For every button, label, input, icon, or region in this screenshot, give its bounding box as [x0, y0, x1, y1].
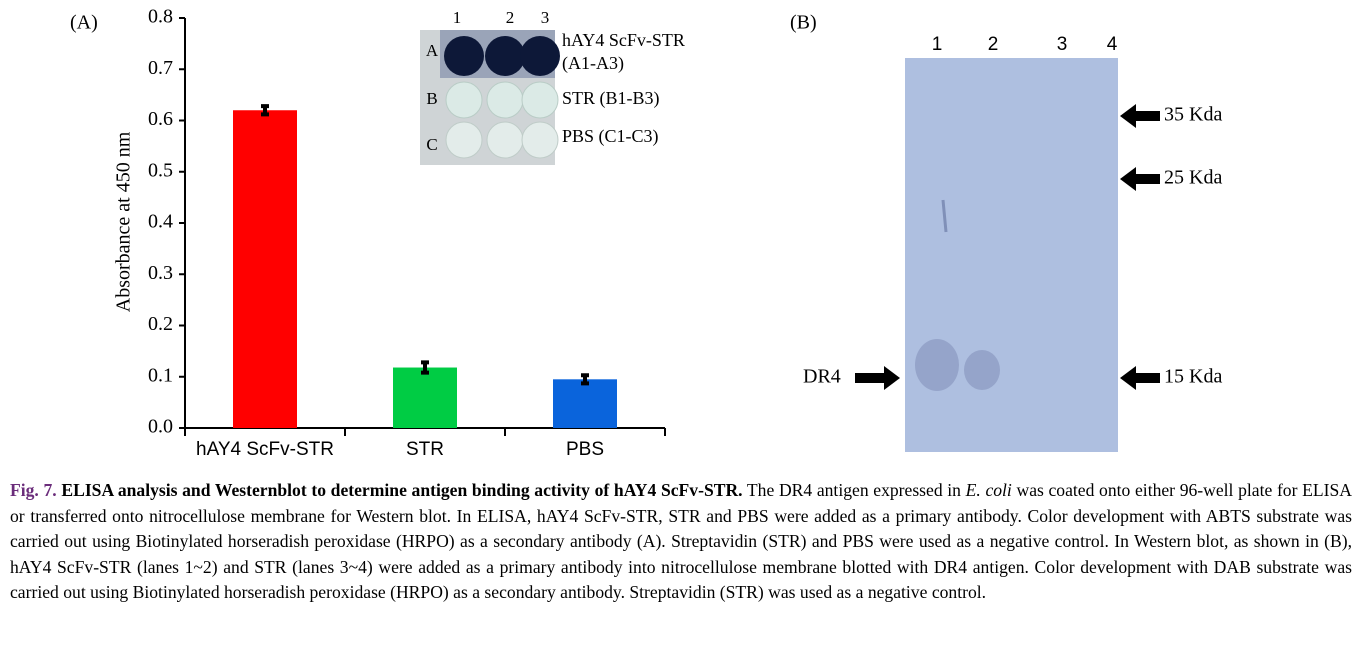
- well-column: 1: [453, 8, 462, 27]
- arrows: [855, 104, 1160, 390]
- lane-label: 3: [1057, 34, 1068, 55]
- well-row: A: [426, 41, 439, 60]
- y-tick-label: 0.5: [148, 159, 173, 181]
- figure: (A) Absorbance at 450 nm 1 2 3 A B C hAY…: [70, 6, 1222, 460]
- well-column: 3: [541, 8, 550, 27]
- panel-label: (A): [70, 12, 98, 34]
- lane-label: 1: [932, 34, 943, 55]
- lane-label: 2: [988, 34, 999, 55]
- streak: [941, 199, 948, 233]
- well-row: C: [426, 135, 437, 154]
- band-label: DR4: [803, 366, 841, 388]
- caption-label: Fig. 7.: [10, 480, 57, 500]
- y-tick-label: 0.7: [148, 57, 173, 79]
- inset-label: (A1-A3): [562, 53, 624, 74]
- caption-italic: E. coli: [965, 480, 1012, 500]
- band: [964, 350, 1000, 390]
- y-tick-label: 0.8: [148, 6, 173, 28]
- y-tick-label: 0.6: [148, 108, 173, 130]
- caption-text: The DR4 antigen expressed in: [742, 480, 966, 500]
- lane-label: 4: [1107, 34, 1118, 55]
- panel-label: (B): [790, 12, 817, 34]
- inset-label: PBS (C1-C3): [562, 126, 659, 147]
- bar: [553, 379, 617, 428]
- marker-label: 15 Kda: [1164, 366, 1222, 388]
- well-row: B: [426, 89, 437, 108]
- x-tick-label: PBS: [566, 439, 604, 460]
- x-tick-label: hAY4 ScFv-STR: [196, 439, 334, 460]
- marker-label: 25 Kda: [1164, 167, 1222, 189]
- inset-photo: [420, 30, 560, 165]
- inset-label: hAY4 ScFv-STR: [562, 30, 685, 50]
- error-bar: [581, 373, 589, 386]
- error-bar: [261, 104, 269, 117]
- marker-label: 35 Kda: [1164, 104, 1222, 126]
- bar: [233, 110, 297, 428]
- y-axis-title: Absorbance at 450 nm: [113, 131, 135, 312]
- error-bar: [421, 360, 429, 375]
- membrane: [905, 58, 1118, 452]
- y-tick-label: 0.3: [148, 262, 173, 284]
- caption-title: ELISA analysis and Westernblot to determ…: [61, 480, 743, 500]
- y-tick-label: 0.4: [148, 211, 173, 233]
- caption: Fig. 7. ELISA analysis and Westernblot t…: [10, 478, 1352, 606]
- y-tick-label: 0.0: [148, 416, 173, 438]
- band: [915, 339, 959, 391]
- x-tick-label: STR: [406, 439, 444, 460]
- bar: [393, 367, 457, 428]
- caption-text: was coated onto either 96-well plate for…: [10, 480, 1352, 603]
- y-tick-label: 0.2: [148, 313, 173, 335]
- inset-label: STR (B1-B3): [562, 88, 660, 109]
- y-tick-label: 0.1: [148, 364, 173, 386]
- well-column: 2: [506, 8, 515, 27]
